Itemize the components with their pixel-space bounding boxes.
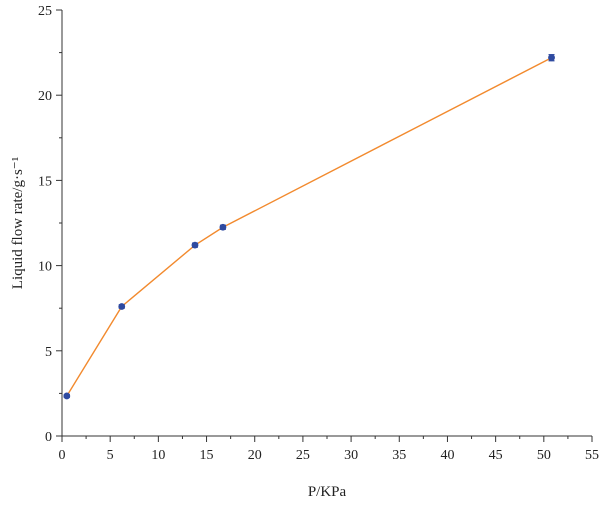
x-tick-label: 0	[59, 448, 66, 463]
series-line	[66, 57, 552, 397]
x-tick-label: 20	[248, 448, 262, 463]
tick-labels: 0 5 10 15 20 25 30 35 40 45 50 55 0 5 10 15 20 25	[38, 4, 599, 463]
series	[63, 54, 555, 400]
data-point	[548, 54, 555, 62]
data-point	[219, 223, 227, 231]
x-tick-label: 5	[107, 448, 114, 463]
x-tick-label: 10	[151, 448, 165, 463]
axes	[61, 10, 592, 437]
y-tick-label: 0	[45, 430, 52, 445]
y-tick-label: 20	[38, 89, 52, 104]
ticks	[56, 9, 593, 442]
x-tick-label: 30	[344, 448, 358, 463]
x-tick-label: 55	[585, 448, 599, 463]
y-tick-label: 10	[38, 260, 52, 275]
x-tick-label: 35	[392, 448, 406, 463]
x-tick-label: 25	[296, 448, 310, 463]
data-point	[191, 241, 199, 249]
data-point	[118, 303, 126, 310]
x-tick-label: 45	[489, 448, 503, 463]
x-tick-label: 40	[440, 448, 454, 463]
y-tick-label: 5	[45, 345, 52, 360]
y-axis-title: Liquid flow rate/g·s⁻¹	[10, 157, 26, 289]
x-tick-label: 15	[200, 448, 214, 463]
data-point	[63, 392, 71, 400]
x-axis-title: P/KPa	[308, 484, 347, 500]
y-tick-label: 15	[38, 174, 52, 189]
y-tick-label: 25	[38, 4, 52, 19]
x-tick-label: 50	[537, 448, 551, 463]
